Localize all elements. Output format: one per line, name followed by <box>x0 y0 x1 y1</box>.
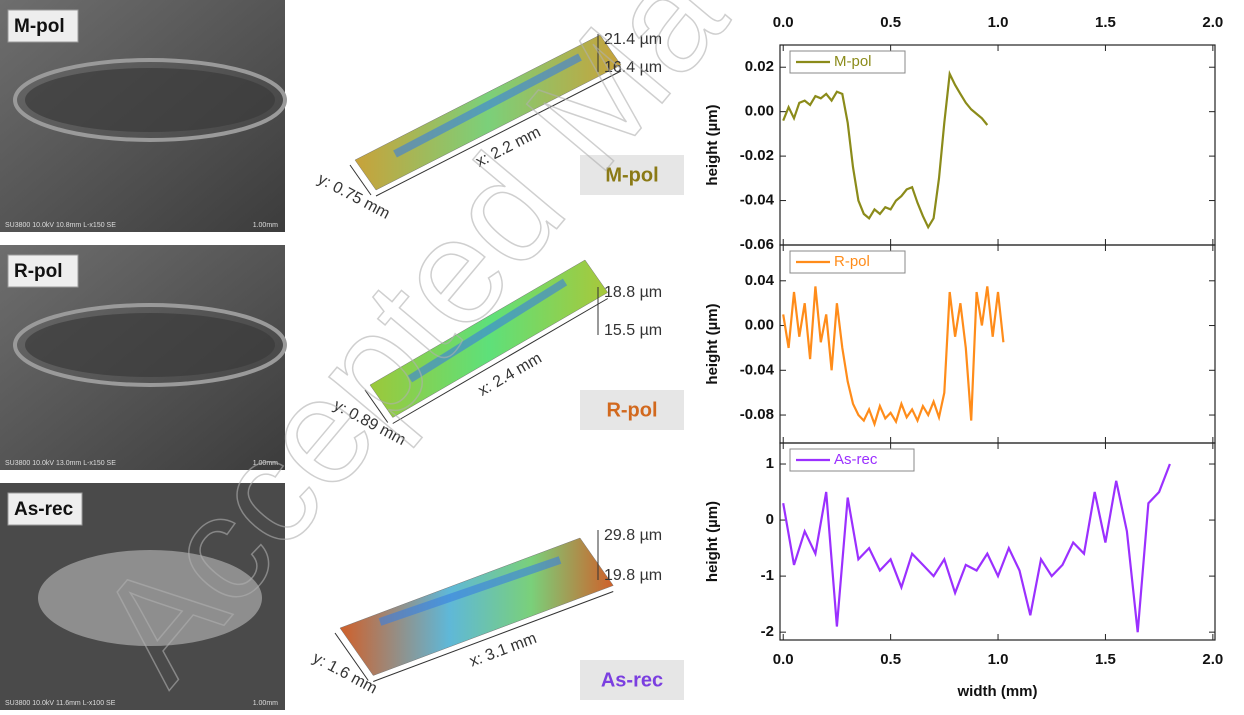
sem-scale: 1.00mm <box>253 222 278 229</box>
legend-label: M-pol <box>834 53 872 70</box>
sem-label: R-pol <box>14 261 63 282</box>
y-tick-label: -2 <box>761 623 774 640</box>
x-tick-label: 0.5 <box>880 14 901 31</box>
x-axis-label: width (mm) <box>957 683 1038 700</box>
x-tick-label: 2.0 <box>1202 651 1223 668</box>
line-chart: 1 0 -1 -2 0.0 0.5 1.0 1.5 2.0 height (µm) width (m… <box>704 443 1223 700</box>
data-line <box>783 74 987 227</box>
y-tick-label: 0.00 <box>745 103 774 120</box>
plot-frame <box>780 45 1215 245</box>
y-axis-label: height (µm) <box>704 303 721 384</box>
x-tick-label: 1.0 <box>988 14 1009 31</box>
x-tick-label: 0.0 <box>773 651 794 668</box>
x-tick-label: 2.0 <box>1202 14 1223 31</box>
y-tick-label: -0.06 <box>740 236 774 253</box>
y-tick-label: 1 <box>766 455 774 472</box>
y-axis-label: height (µm) <box>704 501 721 582</box>
plot-frame <box>780 443 1215 640</box>
sem-label: M-pol <box>14 16 65 37</box>
z-top: 18.8 µm <box>604 284 662 301</box>
line-chart: 0.02 0.00 -0.02 -0.04 -0.06 0.0 0.5 1.0 1.5 2.0 he… <box>704 14 1223 253</box>
x-tick-label: 1.0 <box>988 651 1009 668</box>
profile-label: R-pol <box>606 399 657 421</box>
y-tick-label: 0.02 <box>745 58 774 75</box>
y-tick-label: -0.08 <box>740 406 774 423</box>
z-bottom: 19.8 µm <box>604 567 662 584</box>
track <box>25 313 275 377</box>
y-axis-label: height (µm) <box>704 104 721 185</box>
legend: M-pol <box>790 51 905 73</box>
figure: M-pol SU3800 10.0kV 10.8mm L-x150 SE 1.00m… <box>0 0 1244 710</box>
legend-label: R-pol <box>834 253 870 270</box>
track <box>25 68 275 132</box>
profile-label: As-rec <box>601 669 663 691</box>
y-tick-label: -0.04 <box>740 192 775 209</box>
data-line <box>783 286 1003 424</box>
line-chart: 0.04 0.00 -0.04 -0.08 height (µm) R-pol <box>704 245 1215 443</box>
z-bottom: 15.5 µm <box>604 322 662 339</box>
y-tick-label: -1 <box>761 567 774 584</box>
z-top: 29.8 µm <box>604 527 662 544</box>
legend: As-rec <box>790 449 914 471</box>
x-tick-label: 1.5 <box>1095 651 1116 668</box>
sem-scale: 1.00mm <box>253 700 278 707</box>
x-tick-label: 1.5 <box>1095 14 1116 31</box>
sem-image: M-pol SU3800 10.0kV 10.8mm L-x150 SE 1.00m… <box>0 0 285 232</box>
x-tick-label: 0.5 <box>880 651 901 668</box>
sem-footer: SU3800 10.0kV 11.6mm L-x100 SE <box>5 700 116 707</box>
y-tick-label: 0 <box>766 511 774 528</box>
y-tick-label: -0.02 <box>740 147 774 164</box>
legend: R-pol <box>790 251 905 273</box>
x-tick-label: 0.0 <box>773 14 794 31</box>
y-tick-label: 0.04 <box>745 272 775 289</box>
y-tick-label: 0.00 <box>745 317 774 334</box>
sem-footer: SU3800 10.0kV 13.0mm L-x150 SE <box>5 460 116 467</box>
sem-label: As-rec <box>14 499 74 520</box>
legend-label: As-rec <box>834 451 878 468</box>
plot-frame <box>780 245 1215 443</box>
sem-footer: SU3800 10.0kV 10.8mm L-x150 SE <box>5 222 116 229</box>
y-tick-label: -0.04 <box>740 361 775 378</box>
data-line <box>783 464 1170 632</box>
